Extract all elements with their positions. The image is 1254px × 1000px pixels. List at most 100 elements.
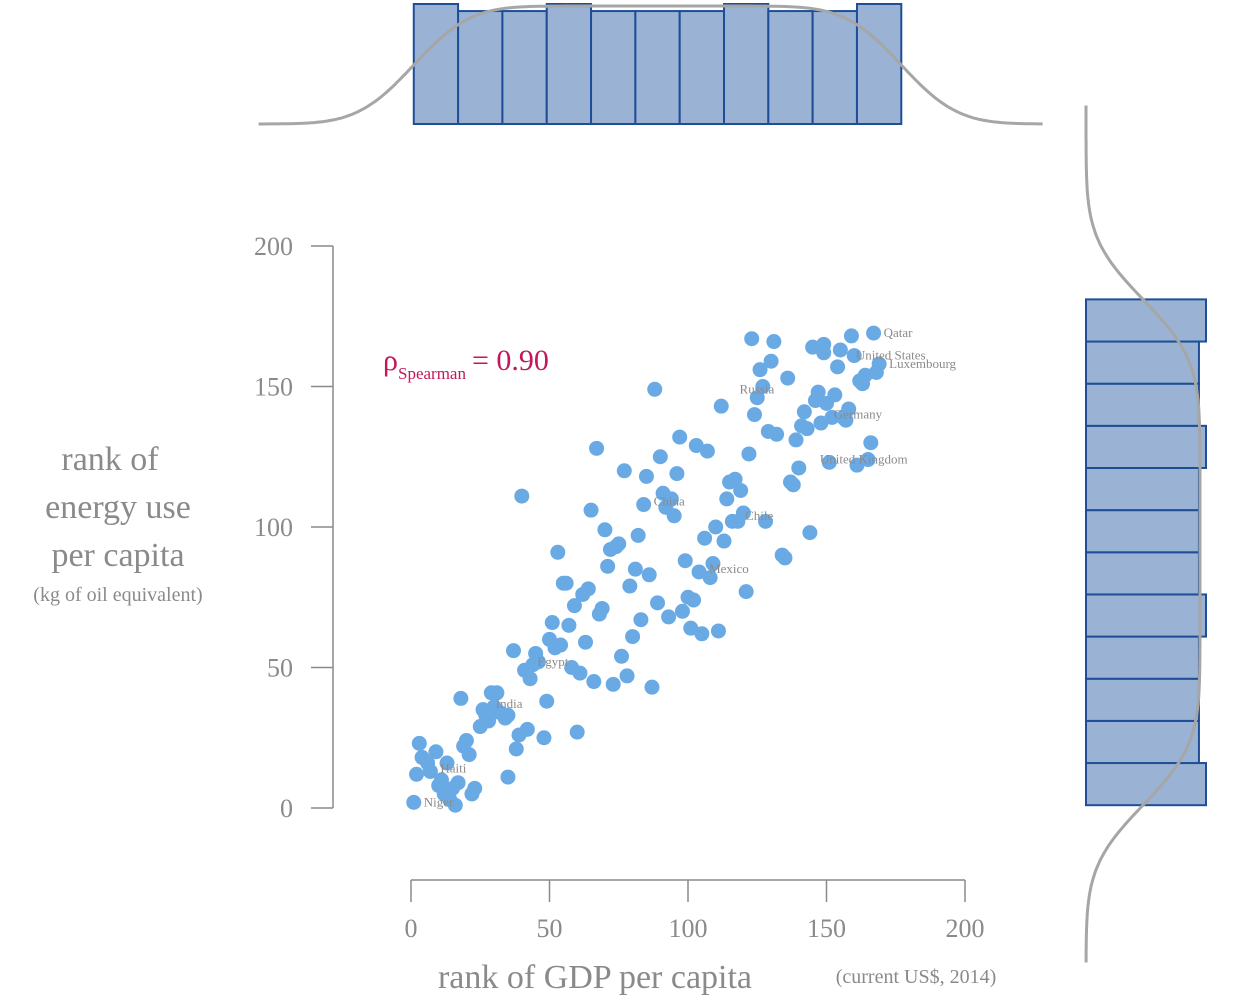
spearman-symbol: ρ	[383, 344, 398, 377]
y-histogram-bar	[1085, 340, 1200, 385]
data-point	[766, 334, 782, 350]
data-point	[522, 671, 538, 687]
data-point	[727, 471, 743, 487]
data-point	[647, 381, 663, 397]
data-point	[605, 676, 621, 692]
y-histogram-bar	[1085, 382, 1200, 427]
data-point	[627, 561, 643, 577]
data-point	[558, 575, 574, 591]
country-label: Egypt	[537, 654, 568, 669]
data-point	[699, 443, 715, 459]
data-point	[616, 463, 632, 479]
data-point	[846, 348, 862, 364]
x-tick-label: 0	[405, 914, 418, 943]
data-point	[810, 384, 826, 400]
data-point	[500, 707, 516, 723]
data-point	[580, 581, 596, 597]
data-point	[758, 513, 774, 529]
data-point	[406, 794, 422, 810]
data-point	[752, 362, 768, 378]
data-point	[458, 733, 474, 749]
data-point	[669, 466, 685, 482]
data-point	[539, 693, 555, 709]
data-point	[832, 342, 848, 358]
data-point	[638, 468, 654, 484]
data-point	[514, 488, 530, 504]
data-point	[788, 432, 804, 448]
data-point	[708, 519, 724, 535]
data-point	[505, 643, 521, 659]
data-point	[544, 615, 560, 631]
data-point	[755, 379, 771, 394]
data-point	[586, 674, 602, 690]
data-point	[735, 505, 751, 521]
x-axis-unit: (current US$, 2014)	[836, 966, 997, 988]
data-point	[672, 429, 688, 445]
country-label: China	[654, 494, 685, 509]
y-density-curve	[1084, 105, 1202, 963]
data-point	[644, 679, 660, 695]
data-point	[674, 603, 690, 619]
y-axis-unit: (kg of oil equivalent)	[33, 584, 202, 606]
y-histogram-bar	[1085, 551, 1200, 596]
axes: 0 50 100 150 200 0 50 100 150 200	[254, 232, 985, 943]
data-point	[677, 553, 693, 569]
y-tick-label: 50	[267, 654, 293, 683]
y-histogram-bar	[1085, 677, 1200, 722]
data-point	[572, 665, 588, 681]
data-point	[799, 421, 815, 437]
y-tick-label: 150	[254, 373, 293, 402]
data-point	[550, 544, 566, 560]
top-marginal-histogram	[258, 3, 1043, 126]
data-point	[519, 721, 535, 737]
data-point	[860, 452, 876, 468]
data-point	[769, 426, 785, 442]
data-point	[871, 356, 887, 372]
data-point	[614, 648, 630, 664]
data-point	[650, 595, 666, 611]
data-point	[843, 328, 859, 344]
data-point	[589, 440, 605, 456]
data-point	[553, 637, 569, 653]
x-tick-label: 200	[946, 914, 985, 943]
data-point	[411, 735, 427, 751]
data-point	[530, 654, 546, 670]
y-histogram-bar	[1085, 593, 1207, 638]
spearman-value: = 0.90	[472, 344, 549, 377]
data-point	[749, 390, 765, 406]
country-label: Niger	[424, 794, 454, 809]
data-point	[838, 412, 854, 428]
data-point	[566, 598, 582, 614]
x-histogram-bar	[855, 3, 903, 125]
data-point	[630, 527, 646, 543]
right-marginal-histogram	[1084, 105, 1207, 963]
data-point	[508, 741, 524, 757]
x-tick-label: 150	[807, 914, 846, 943]
data-point	[422, 763, 438, 779]
data-point	[661, 609, 677, 625]
x-histogram-bar	[811, 10, 858, 126]
x-axis-label: rank of GDP per capita	[438, 959, 752, 996]
data-point	[849, 457, 865, 473]
data-point	[710, 623, 726, 639]
data-point	[821, 454, 837, 470]
x-histogram-bar	[678, 10, 726, 126]
x-histogram-bar	[590, 10, 637, 126]
data-point	[705, 556, 721, 572]
spearman-subscript: Spearman	[398, 364, 466, 383]
data-point	[622, 578, 638, 594]
data-point	[453, 690, 469, 706]
y-histogram-bar	[1085, 509, 1200, 554]
data-point	[802, 525, 818, 541]
data-point	[694, 626, 710, 642]
data-point	[481, 713, 497, 729]
x-histogram-bar	[545, 3, 593, 125]
data-point	[830, 359, 846, 375]
country-label: Haiti	[440, 761, 466, 776]
country-label: Mexico	[709, 561, 749, 576]
data-point	[691, 564, 707, 580]
x-tick-label: 100	[669, 914, 708, 943]
data-point	[561, 617, 577, 633]
data-point	[663, 491, 679, 507]
